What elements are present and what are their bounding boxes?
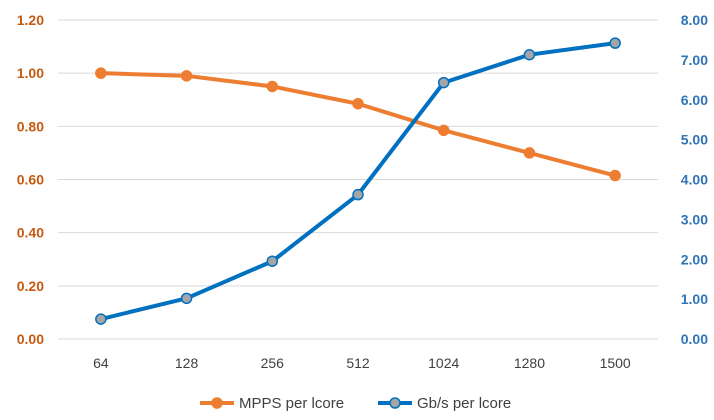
data-point	[437, 76, 450, 89]
legend: MPPS per lcore Gb/s per lcore	[200, 395, 511, 412]
series-layer	[95, 37, 621, 325]
right-axis-tick-label: 6.00	[681, 92, 708, 108]
series-1	[95, 67, 621, 182]
x-axis-ticks: 64 128 256 512 1024 1280 1500	[93, 355, 631, 371]
data-point	[266, 80, 279, 93]
data-point	[180, 292, 193, 305]
x-axis-tick-label: 1024	[428, 355, 459, 371]
legend-item: Gb/s per lcore	[378, 395, 511, 412]
data-point	[266, 255, 279, 267]
legend-item: MPPS per lcore	[200, 395, 344, 412]
legend-marker-swatch	[389, 397, 401, 409]
series-line	[98, 41, 618, 322]
right-axis-tick-label: 8.00	[681, 12, 708, 28]
right-axis-tick-label: 2.00	[681, 251, 708, 267]
right-axis-tick-label: 4.00	[681, 172, 708, 188]
series-line	[98, 71, 618, 178]
x-axis-tick-label: 1280	[514, 355, 545, 371]
right-axis-tick-label: 5.00	[681, 132, 708, 148]
right-axis-tick-label: 7.00	[681, 52, 708, 68]
x-axis-tick-label: 1500	[600, 355, 631, 371]
x-axis-tick-label: 128	[175, 355, 199, 371]
data-point	[523, 147, 536, 159]
left-axis-tick-label: 0.00	[17, 331, 44, 347]
left-axis-ticks: 0.00 0.20 0.40 0.60 0.80 1.00 1.20	[17, 12, 44, 347]
data-point	[352, 97, 364, 110]
right-axis-tick-label: 3.00	[681, 211, 708, 227]
x-axis-tick-label: 64	[93, 355, 109, 371]
data-point	[352, 188, 364, 201]
left-axis-tick-label: 1.20	[17, 12, 44, 28]
legend-label: MPPS per lcore	[239, 395, 344, 412]
data-point	[609, 169, 621, 182]
left-axis-tick-label: 0.60	[17, 172, 44, 188]
gridlines	[58, 19, 658, 340]
left-axis-tick-label: 1.00	[17, 65, 44, 81]
data-point	[95, 67, 107, 79]
data-point	[180, 70, 193, 82]
data-point	[437, 124, 450, 137]
data-point	[523, 48, 536, 61]
x-axis-tick-label: 512	[346, 355, 370, 371]
right-axis-ticks: 0.00 1.00 2.00 3.00 4.00 5.00 6.00 7.00 8.00	[681, 12, 708, 347]
x-axis-tick-label: 256	[261, 355, 285, 371]
series-2	[95, 37, 621, 325]
legend-marker-swatch	[211, 397, 223, 409]
data-point	[95, 313, 107, 325]
left-axis-tick-label: 0.40	[17, 225, 44, 241]
left-axis-tick-label: 0.80	[17, 118, 44, 134]
left-axis-tick-label: 0.20	[17, 278, 44, 294]
right-axis-tick-label: 1.00	[681, 291, 708, 307]
right-axis-tick-label: 0.00	[681, 331, 708, 347]
data-point	[609, 37, 621, 49]
legend-label: Gb/s per lcore	[417, 395, 511, 412]
